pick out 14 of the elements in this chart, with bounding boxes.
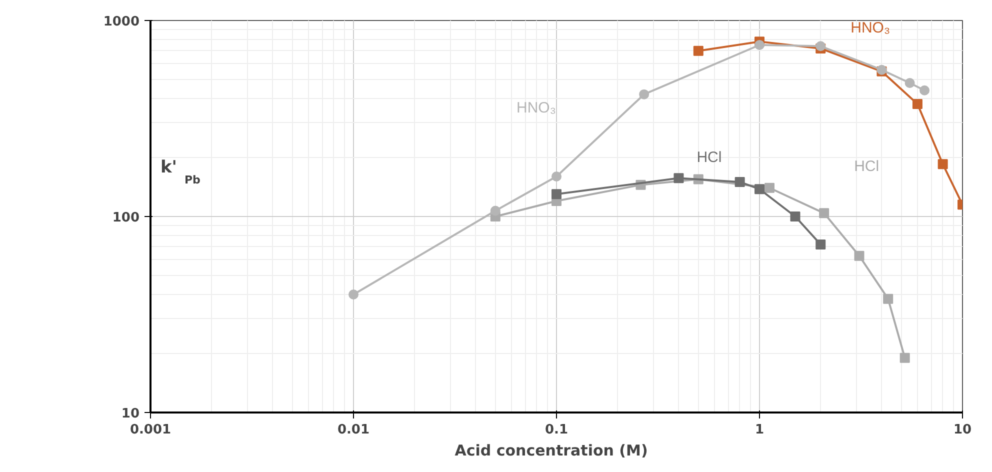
y-tick-label: 1000 xyxy=(103,14,140,30)
y-tick-label: 10 xyxy=(121,406,140,422)
x-tick-label: 0.1 xyxy=(544,422,568,438)
x-tick-label: 0.01 xyxy=(337,422,370,438)
series-label: HNO₃ xyxy=(850,19,890,36)
x-tick-label: 10 xyxy=(953,422,972,438)
x-tick-label: 0.001 xyxy=(130,422,172,438)
text: HCl xyxy=(854,158,880,176)
x-tick-label: 1 xyxy=(754,422,764,438)
series-label: HCl xyxy=(696,149,722,166)
y-tick-label: 100 xyxy=(112,210,140,226)
text: HNO₃ xyxy=(516,99,556,116)
y-axis-title: k'Pb xyxy=(160,158,201,186)
x-axis-title: Acid concentration (M) xyxy=(454,442,648,460)
